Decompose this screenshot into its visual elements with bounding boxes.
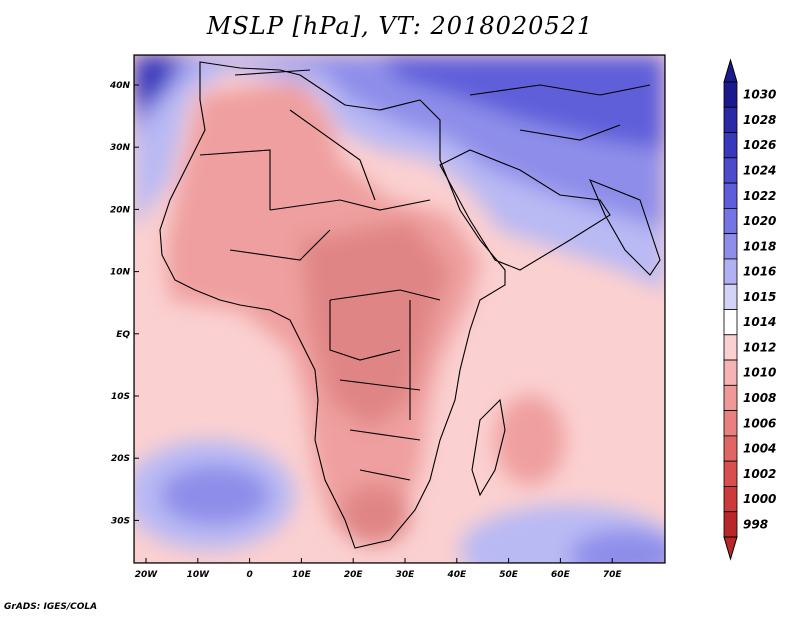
lat-tick-label: 40N [109,81,131,91]
lat-tick-label: 20N [110,205,131,215]
colorbar-swatch [723,460,738,487]
colorbar-swatch [723,511,738,538]
colorbar: 1030 1028 1026 1024 1022 1020 1018 1016 1015 1014… [723,58,776,561]
colorbar-swatch [723,258,738,285]
colorbar-swatch [723,106,738,133]
colorbar-swatch [723,435,738,462]
colorbar-label: 1010 [743,366,776,380]
colorbar-label: 1030 [743,88,776,102]
colorbar-swatch [723,410,738,437]
low-pressure-central-africa [300,220,450,430]
lon-tick-label: 10W [187,570,211,580]
lon-tick-label: 20W [135,570,159,580]
lat-tick-label: 20S [111,454,130,464]
lon-tick-label: 60E [551,570,571,580]
lat-tick-label: 10N [110,268,131,278]
lat-tick-label: 30N [110,143,131,153]
colorbar-label: 1020 [743,214,776,228]
colorbar-swatch [723,486,738,513]
lat-tick-label: 30S [111,516,130,526]
colorbar-swatch [723,81,738,108]
colorbar-swatch [723,334,738,361]
map-title: MSLP [hPa], VT: 2018020521 [206,12,594,40]
colorbar-swatch [723,359,738,386]
coastlines [159,61,661,549]
colorbar-label: 1018 [743,239,776,253]
colorbar-arrow-top [723,58,738,83]
colorbar-label: 1002 [743,467,776,481]
colorbar-label: 998 [743,517,768,531]
pressure-field [134,55,665,563]
high-pressure-atlantic-deep [134,55,180,115]
credit-label: GrADS: IGES/COLA [4,602,98,612]
colorbar-swatch [723,233,738,260]
longitude-axis: 20W 10W 0 10E 20E 30E 40E 50E 60E 70E [135,558,623,580]
colorbar-label: 1006 [743,416,776,430]
lon-tick-label: 70E [603,570,623,580]
colorbar-label: 1016 [743,265,776,279]
colorbar-swatch [723,132,738,159]
lon-tick-label: 40E [446,570,467,580]
lon-tick-label: 10E [292,570,312,580]
latitude-axis: 40N 30N 20N 10N EQ 10S 20S 30S [109,81,139,526]
colorbar-swatch [723,207,738,235]
lat-tick-label: EQ [116,330,130,340]
colorbar-swatch [723,283,738,310]
colorbar-label: 1008 [743,391,776,405]
colorbar-label: 1026 [743,138,776,152]
lon-tick-label: 50E [499,570,519,580]
low-pressure-madagascar [495,395,565,485]
lon-tick-label: 20E [344,570,364,580]
high-pressure-asia-deep [380,55,665,150]
colorbar-swatch [723,309,738,336]
colorbar-label: 1000 [743,492,776,506]
colorbar-label: 1004 [743,442,776,456]
colorbar-label: 1012 [743,340,776,354]
colorbar-label: 1014 [743,315,776,329]
colorbar-swatch [723,182,738,209]
colorbar-arrow-bottom [723,536,738,561]
colorbar-swatch [723,384,738,412]
colorbar-swatch [723,157,738,184]
lon-tick-label: 30E [396,570,416,580]
colorbar-label: 1028 [743,113,776,127]
colorbar-label: 1024 [743,163,776,177]
lat-tick-label: 10S [111,392,130,402]
lon-tick-label: 0 [246,570,252,580]
colorbar-label: 1022 [743,189,776,203]
colorbar-label: 1015 [743,290,776,304]
